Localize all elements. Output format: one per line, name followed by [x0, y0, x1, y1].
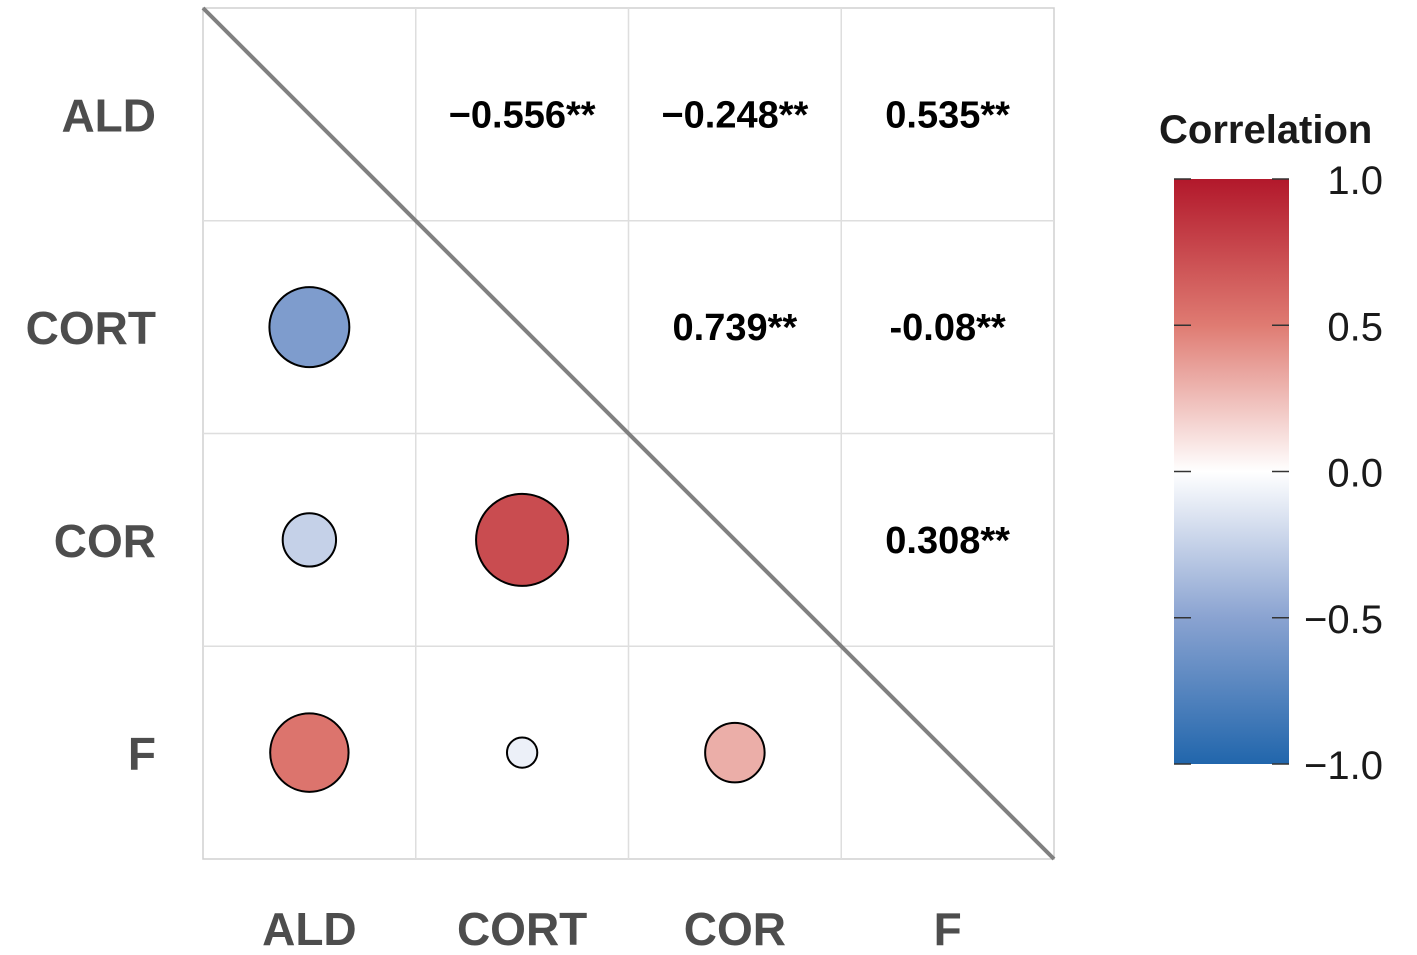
circle-f-ald: [269, 712, 350, 793]
legend-tick-label: 0.5: [1327, 305, 1383, 349]
y-label-ald: ALD: [61, 89, 156, 141]
circle-f-cor: [704, 721, 766, 784]
x-axis-labels: ALD CORT COR F: [262, 903, 962, 955]
value-label-ald-cort: −0.556**: [449, 94, 596, 136]
value-label-ald-cor: −0.248**: [661, 94, 808, 136]
matrix-cells: −0.556** −0.248** 0.535** 0.739** -0.08** 0.3…: [268, 94, 1010, 793]
y-label-f: F: [128, 728, 156, 780]
y-label-cort: CORT: [26, 302, 156, 354]
legend-tick-label: −1.0: [1304, 744, 1383, 788]
circle-cort-ald: [268, 286, 351, 369]
diagonal-line: [201, 6, 1056, 861]
legend-tick-label: −0.5: [1304, 598, 1383, 642]
circle-cor-cort: [475, 492, 570, 587]
x-label-ald: ALD: [262, 903, 357, 955]
value-label-cort-cor: 0.739**: [673, 307, 798, 349]
legend-colorbar: [1174, 179, 1289, 764]
plot-panel: [201, 6, 1056, 861]
x-label-f: F: [934, 903, 962, 955]
value-label-ald-f: 0.535**: [885, 94, 1010, 136]
x-label-cort: CORT: [457, 903, 587, 955]
legend-title: Correlation: [1159, 108, 1372, 152]
legend-ticks: 1.0 0.5 0.0 −0.5 −1.0: [1174, 159, 1383, 788]
x-label-cor: COR: [684, 903, 786, 955]
legend-tick-label: 0.0: [1327, 452, 1383, 496]
y-label-cor: COR: [54, 515, 156, 567]
circle-f-cort: [505, 736, 539, 769]
value-label-cor-f: 0.308**: [885, 520, 1010, 562]
y-axis-labels: ALD CORT COR F: [26, 89, 156, 779]
legend-tick-label: 1.0: [1327, 159, 1383, 203]
circle-cor-ald: [281, 512, 338, 568]
color-legend: Correlation 1.0 0.5 0.0 −0.5 −1.0: [1159, 108, 1383, 788]
value-label-cort-f: -0.08**: [890, 307, 1006, 349]
